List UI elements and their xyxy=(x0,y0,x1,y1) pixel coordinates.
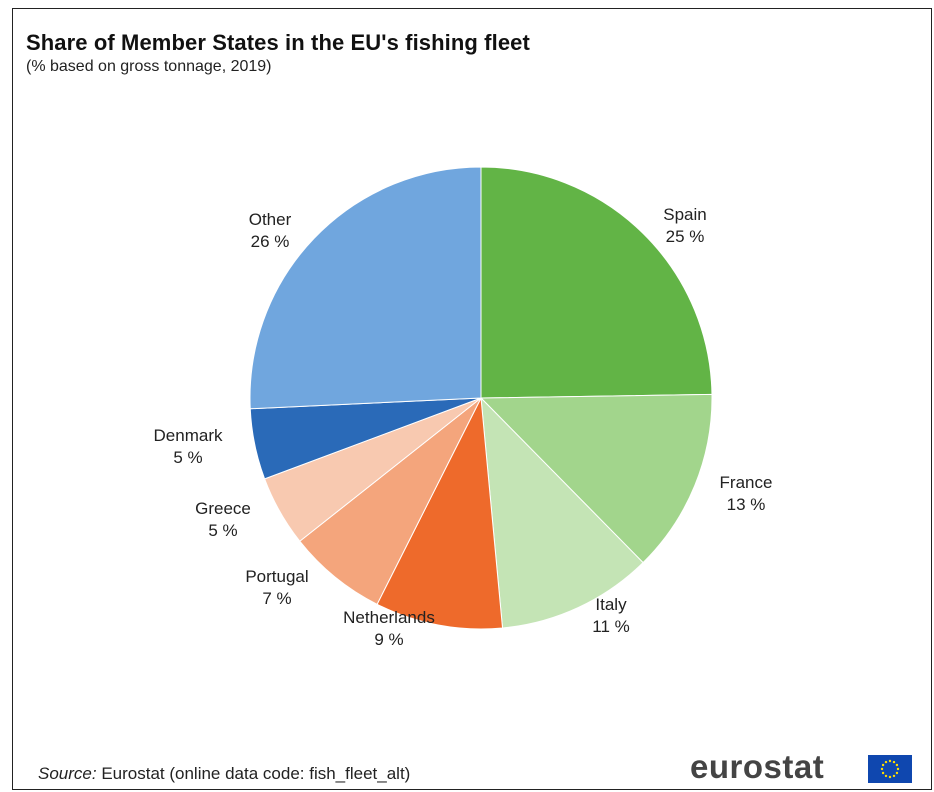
slice-value-france: 13 % xyxy=(727,495,766,514)
eu-star xyxy=(884,774,888,778)
slice-label-spain: Spain xyxy=(663,205,706,224)
eu-star xyxy=(881,763,885,767)
slice-value-denmark: 5 % xyxy=(173,448,202,467)
chart-subtitle: (% based on gross tonnage, 2019) xyxy=(26,58,272,75)
pie-labels: Spain 25 % France 13 % Italy 11 % Netherlands 9… xyxy=(154,205,773,649)
slice-label-greece: Greece xyxy=(195,499,251,518)
eu-star xyxy=(888,759,892,763)
slice-value-italy: 11 % xyxy=(592,617,630,636)
pie-slice-netherlands xyxy=(376,396,504,630)
slice-value-spain: 25 % xyxy=(666,227,705,246)
slice-label-portugal: Portugal xyxy=(245,567,308,586)
pie-slice-france xyxy=(479,393,713,564)
source-text: Eurostat (online data code: fish_fleet_a… xyxy=(96,764,411,783)
slice-value-netherlands: 9 % xyxy=(374,630,403,649)
pie-slice-other xyxy=(249,166,482,410)
eu-star xyxy=(892,760,896,764)
slice-label-other: Other xyxy=(249,210,292,229)
slice-label-france: France xyxy=(720,473,773,492)
eu-star xyxy=(896,767,900,771)
slice-value-portugal: 7 % xyxy=(262,589,291,608)
eurostat-logo: eurostat xyxy=(690,748,825,785)
source-prefix: Source: xyxy=(38,764,97,783)
eu-stars xyxy=(880,759,900,779)
slice-value-greece: 5 % xyxy=(208,521,237,540)
eu-star xyxy=(880,767,884,771)
eu-star xyxy=(895,771,899,775)
eu-star xyxy=(895,763,899,767)
eu-star xyxy=(888,775,892,779)
pie-slice-spain xyxy=(480,166,713,399)
eu-star xyxy=(881,771,885,775)
chart-title: Share of Member States in the EU's fishi… xyxy=(26,30,530,55)
pie-slices xyxy=(249,166,713,630)
slice-label-netherlands: Netherlands xyxy=(343,608,435,627)
eu-star xyxy=(884,760,888,764)
eu-flag-icon xyxy=(868,755,912,783)
slice-value-other: 26 % xyxy=(251,232,290,251)
pie-slice-italy xyxy=(480,396,644,629)
eu-star xyxy=(892,774,896,778)
slice-label-italy: Italy xyxy=(595,595,627,614)
slice-label-denmark: Denmark xyxy=(154,426,223,445)
source-note: Source: Eurostat (online data code: fish… xyxy=(38,764,410,784)
